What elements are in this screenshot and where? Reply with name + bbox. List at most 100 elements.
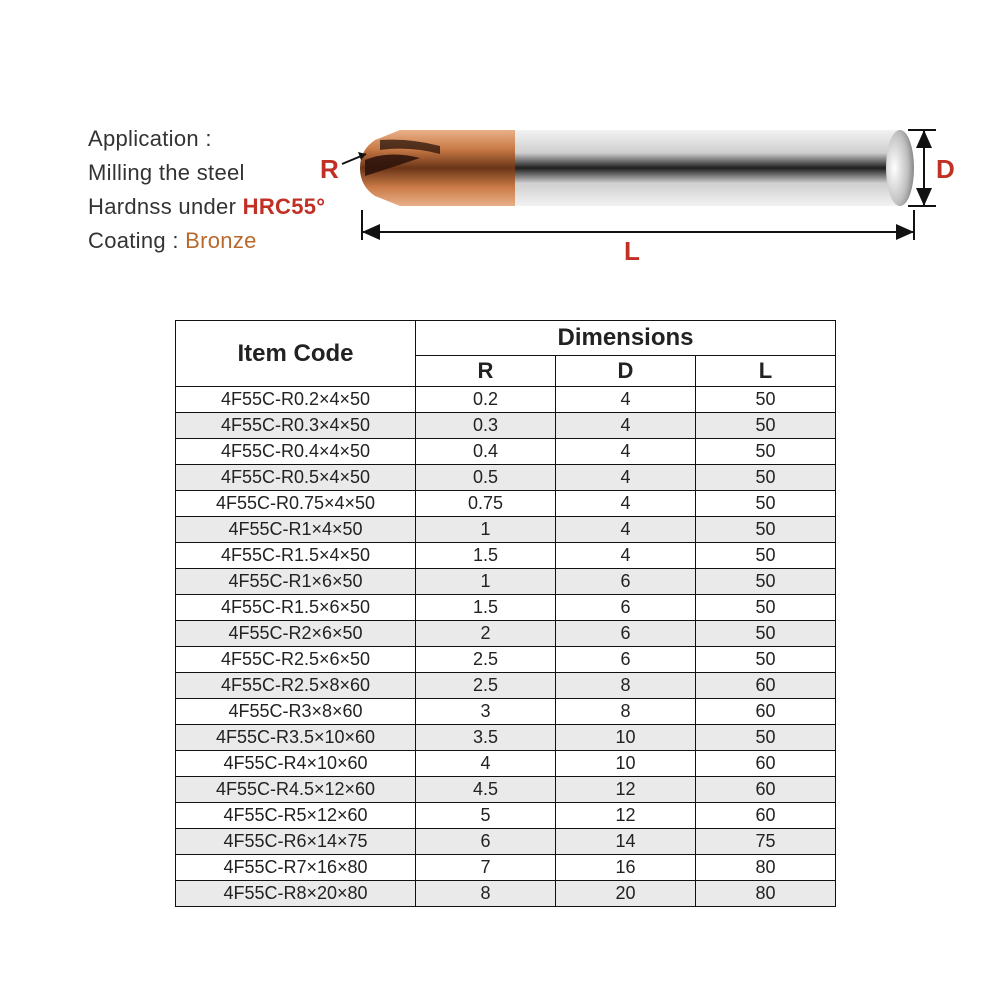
cell-L: 50 <box>696 725 836 751</box>
cell-item-code: 4F55C-R0.75×4×50 <box>176 491 416 517</box>
cell-L: 60 <box>696 673 836 699</box>
cell-item-code: 4F55C-R0.2×4×50 <box>176 387 416 413</box>
th-l: L <box>696 356 836 387</box>
cell-item-code: 4F55C-R3×8×60 <box>176 699 416 725</box>
cell-D: 10 <box>556 725 696 751</box>
cell-D: 4 <box>556 387 696 413</box>
th-item-code: Item Code <box>176 321 416 387</box>
tool-diagram: R D L <box>320 110 940 290</box>
table-row: 4F55C-R1.5×4×501.5450 <box>176 543 836 569</box>
cell-L: 50 <box>696 569 836 595</box>
cell-R: 2 <box>416 621 556 647</box>
table-row: 4F55C-R3×8×603860 <box>176 699 836 725</box>
cell-L: 50 <box>696 491 836 517</box>
cell-D: 20 <box>556 881 696 907</box>
cell-R: 0.3 <box>416 413 556 439</box>
coating-row: Coating : Bronze <box>88 224 325 258</box>
cell-R: 2.5 <box>416 673 556 699</box>
cell-R: 4.5 <box>416 777 556 803</box>
cell-L: 50 <box>696 621 836 647</box>
cell-R: 0.4 <box>416 439 556 465</box>
cell-item-code: 4F55C-R4.5×12×60 <box>176 777 416 803</box>
cell-D: 6 <box>556 621 696 647</box>
application-line1: Milling the steel <box>88 156 325 190</box>
cell-R: 0.75 <box>416 491 556 517</box>
hardness-prefix: Hardnss under <box>88 194 243 219</box>
cell-item-code: 4F55C-R7×16×80 <box>176 855 416 881</box>
table-row: 4F55C-R1×6×501650 <box>176 569 836 595</box>
table-row: 4F55C-R2×6×502650 <box>176 621 836 647</box>
table-row: 4F55C-R0.3×4×500.3450 <box>176 413 836 439</box>
table-row: 4F55C-R0.4×4×500.4450 <box>176 439 836 465</box>
spec-table: Item Code Dimensions R D L 4F55C-R0.2×4×… <box>175 320 836 907</box>
cell-D: 4 <box>556 465 696 491</box>
table-row: 4F55C-R1.5×6×501.5650 <box>176 595 836 621</box>
cell-R: 0.5 <box>416 465 556 491</box>
cell-D: 6 <box>556 647 696 673</box>
table-row: 4F55C-R4×10×6041060 <box>176 751 836 777</box>
table-row: 4F55C-R0.75×4×500.75450 <box>176 491 836 517</box>
cell-item-code: 4F55C-R5×12×60 <box>176 803 416 829</box>
cell-D: 4 <box>556 439 696 465</box>
cell-L: 50 <box>696 595 836 621</box>
application-heading: Application : <box>88 122 325 156</box>
cell-D: 8 <box>556 699 696 725</box>
cell-L: 60 <box>696 699 836 725</box>
table-row: 4F55C-R5×12×6051260 <box>176 803 836 829</box>
table-row: 4F55C-R2.5×8×602.5860 <box>176 673 836 699</box>
application-block: Application : Milling the steel Hardnss … <box>88 122 325 258</box>
cell-L: 50 <box>696 413 836 439</box>
cell-L: 60 <box>696 777 836 803</box>
cell-item-code: 4F55C-R0.4×4×50 <box>176 439 416 465</box>
cell-L: 50 <box>696 465 836 491</box>
cell-D: 4 <box>556 413 696 439</box>
table-row: 4F55C-R8×20×8082080 <box>176 881 836 907</box>
cell-L: 50 <box>696 647 836 673</box>
table-row: 4F55C-R7×16×8071680 <box>176 855 836 881</box>
cell-item-code: 4F55C-R6×14×75 <box>176 829 416 855</box>
coating-value: Bronze <box>185 228 257 253</box>
application-line2: Hardnss under HRC55° <box>88 190 325 224</box>
th-dimensions: Dimensions <box>416 321 836 356</box>
cell-item-code: 4F55C-R1.5×6×50 <box>176 595 416 621</box>
table-row: 4F55C-R0.5×4×500.5450 <box>176 465 836 491</box>
cell-R: 4 <box>416 751 556 777</box>
th-r: R <box>416 356 556 387</box>
cell-item-code: 4F55C-R0.5×4×50 <box>176 465 416 491</box>
cell-D: 8 <box>556 673 696 699</box>
cell-D: 16 <box>556 855 696 881</box>
table-row: 4F55C-R6×14×7561475 <box>176 829 836 855</box>
cell-R: 3.5 <box>416 725 556 751</box>
table-row: 4F55C-R4.5×12×604.51260 <box>176 777 836 803</box>
spec-table-wrap: Item Code Dimensions R D L 4F55C-R0.2×4×… <box>175 320 835 907</box>
cell-item-code: 4F55C-R2.5×6×50 <box>176 647 416 673</box>
table-row: 4F55C-R2.5×6×502.5650 <box>176 647 836 673</box>
cell-R: 3 <box>416 699 556 725</box>
cell-item-code: 4F55C-R8×20×80 <box>176 881 416 907</box>
cell-L: 60 <box>696 751 836 777</box>
cell-L: 50 <box>696 543 836 569</box>
cell-R: 6 <box>416 829 556 855</box>
cell-item-code: 4F55C-R1×4×50 <box>176 517 416 543</box>
cell-R: 1 <box>416 569 556 595</box>
cell-R: 1.5 <box>416 595 556 621</box>
cell-D: 10 <box>556 751 696 777</box>
cell-R: 1 <box>416 517 556 543</box>
coating-label: Coating : <box>88 228 185 253</box>
cell-L: 60 <box>696 803 836 829</box>
cell-D: 12 <box>556 803 696 829</box>
hardness-value: HRC55° <box>243 194 326 219</box>
cell-item-code: 4F55C-R1.5×4×50 <box>176 543 416 569</box>
cell-item-code: 4F55C-R0.3×4×50 <box>176 413 416 439</box>
cell-D: 14 <box>556 829 696 855</box>
table-row: 4F55C-R0.2×4×500.2450 <box>176 387 836 413</box>
cell-R: 5 <box>416 803 556 829</box>
cell-item-code: 4F55C-R3.5×10×60 <box>176 725 416 751</box>
cell-D: 4 <box>556 491 696 517</box>
cell-R: 8 <box>416 881 556 907</box>
cell-L: 50 <box>696 387 836 413</box>
cell-L: 75 <box>696 829 836 855</box>
cell-item-code: 4F55C-R2×6×50 <box>176 621 416 647</box>
cell-item-code: 4F55C-R2.5×8×60 <box>176 673 416 699</box>
cell-L: 50 <box>696 517 836 543</box>
